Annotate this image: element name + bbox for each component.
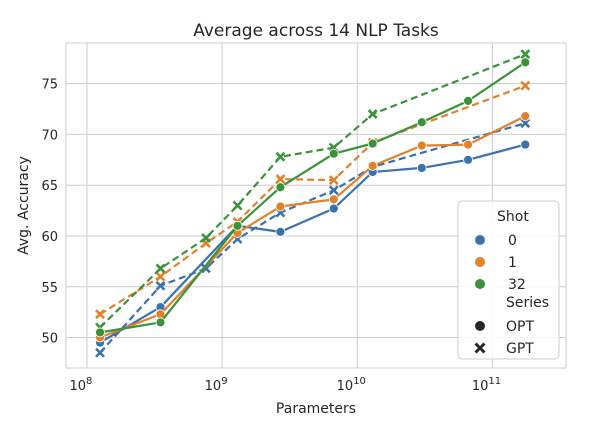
series-layer	[95, 49, 531, 358]
series-opt-shot-32-point	[232, 220, 243, 231]
y-tick-label: 70	[41, 128, 58, 143]
y-tick-label: 75	[41, 78, 58, 93]
legend-gpt-label: GPT	[506, 341, 534, 357]
x-tick-label: 1011	[472, 376, 501, 394]
x-tick-label: 1010	[337, 376, 366, 394]
series-gpt-shot-1-point	[155, 271, 166, 282]
series-opt-shot-1-point	[275, 201, 286, 212]
series-gpt-shot-32-point	[367, 109, 378, 120]
series-gpt-shot-0-point	[328, 185, 339, 196]
series-opt-shot-32-point	[328, 148, 339, 159]
x-axis-label: Parameters	[276, 401, 356, 417]
series-gpt-shot-1-line	[99, 84, 526, 316]
series-gpt-shot-1-point	[328, 175, 339, 186]
series-opt-shot-1-point	[463, 139, 473, 150]
series-gpt-shot-32-point	[520, 49, 531, 60]
legend-shot-32-marker	[475, 279, 485, 289]
y-axis-label: Avg. Accuracy	[16, 156, 32, 255]
series-opt-shot-32-point	[520, 57, 531, 68]
x-tick-label: 108	[69, 376, 92, 394]
series-gpt-shot-32-point	[232, 200, 243, 211]
series-opt-shot-0-point	[520, 139, 531, 150]
legend-gpt-marker	[474, 342, 486, 354]
legend-shot-title: Shot	[497, 209, 529, 225]
legend-shot-1-marker	[475, 257, 485, 267]
legend: Shot 0 1 32 Series OPT GPT	[457, 200, 560, 360]
series-opt-shot-0-point	[463, 154, 473, 165]
series-opt-shot-32-point	[367, 138, 378, 149]
legend-opt-marker	[475, 321, 485, 331]
series-gpt-shot-32-point	[275, 151, 286, 162]
series-gpt-shot-1-point	[275, 174, 286, 185]
chart-title: Average across 14 NLP Tasks	[193, 21, 439, 41]
series-opt-shot-32-point	[463, 95, 473, 106]
series-opt-shot-0-point	[416, 163, 427, 173]
series-gpt-shot-1-point	[95, 309, 105, 320]
series-gpt-shot-0-point	[201, 263, 211, 274]
series-opt-shot-1-point	[520, 111, 531, 122]
series-gpt-shot-1-point	[520, 80, 531, 91]
series-gpt-shot-32-point	[155, 263, 166, 274]
tick-labels: 50 55 60 65 70 75 108 109 1010 1011	[41, 78, 501, 394]
series-opt-shot-32-point	[155, 317, 166, 328]
series-gpt-shot-0-point	[520, 118, 531, 129]
legend-shot-0-marker	[475, 235, 485, 245]
legend-shot-1-label: 1	[508, 255, 517, 271]
series-opt-shot-0-point	[275, 227, 286, 237]
series-opt-shot-1-point	[328, 194, 339, 205]
plot-frame	[65, 42, 567, 369]
series-gpt-shot-32-line	[99, 53, 526, 329]
legend-shot-32-label: 32	[508, 277, 526, 293]
series-opt-shot-32-point	[416, 117, 427, 128]
y-tick-label: 65	[41, 179, 58, 194]
series-opt-shot-1-point	[367, 160, 378, 171]
series-gpt-shot-0-point	[155, 280, 166, 291]
y-tick-label: 55	[41, 281, 58, 296]
series-gpt-shot-32-point	[201, 233, 211, 243]
series-opt-shot-1-point	[416, 140, 427, 151]
legend-opt-label: OPT	[506, 319, 534, 335]
y-tick-label: 50	[41, 332, 58, 347]
series-opt-shot-0-point	[328, 203, 339, 214]
legend-shot-0-label: 0	[508, 233, 517, 249]
x-tick-label: 109	[205, 376, 228, 394]
series-opt-shot-32-point	[275, 182, 286, 193]
legend-series-title: Series	[506, 295, 549, 311]
series-opt-shot-32-point	[95, 327, 105, 338]
series-gpt-shot-0-point	[95, 347, 105, 358]
y-tick-label: 60	[41, 230, 58, 245]
